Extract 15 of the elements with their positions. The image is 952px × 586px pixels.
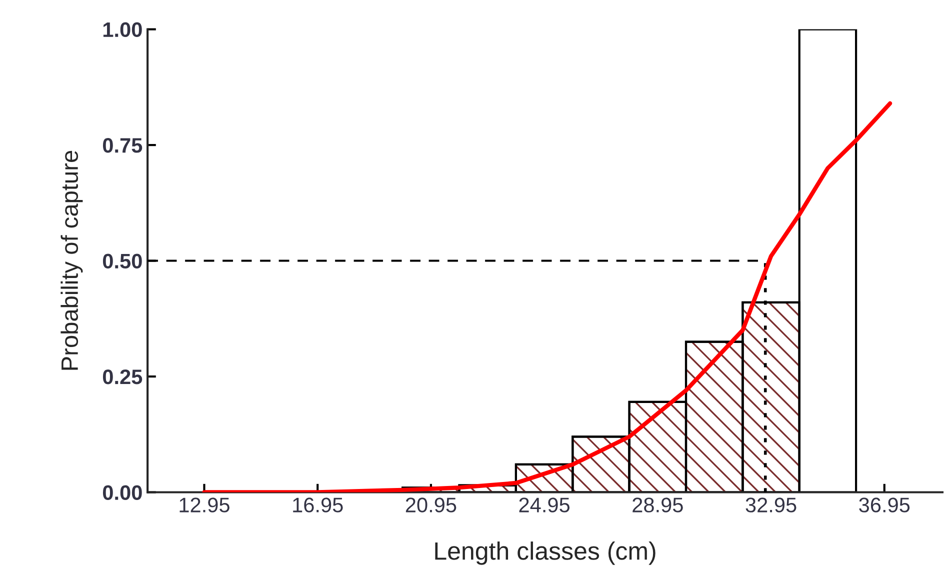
x-tick-label: 28.95 xyxy=(632,498,683,512)
line-series xyxy=(202,101,892,492)
x-tick-label: 12.95 xyxy=(180,498,230,512)
y-tick-label: 0.25 xyxy=(102,370,142,384)
x-tick-label: 24.95 xyxy=(519,498,570,512)
y-axis-title: Probability of capture xyxy=(60,150,83,370)
y-tick-label: 0.00 xyxy=(102,485,142,500)
x-tick-label: 20.95 xyxy=(406,498,456,512)
x-tick-label: 32.95 xyxy=(746,498,796,512)
x-tick-label: 36.95 xyxy=(859,498,910,512)
x-axis-title: Length classes (cm) xyxy=(435,542,656,565)
y-tick-label: 1.00 xyxy=(103,22,142,38)
y-tick-label: 0.50 xyxy=(102,254,142,269)
x-tick-label: 16.95 xyxy=(293,498,343,512)
y-tick-label: 0.75 xyxy=(102,138,142,153)
